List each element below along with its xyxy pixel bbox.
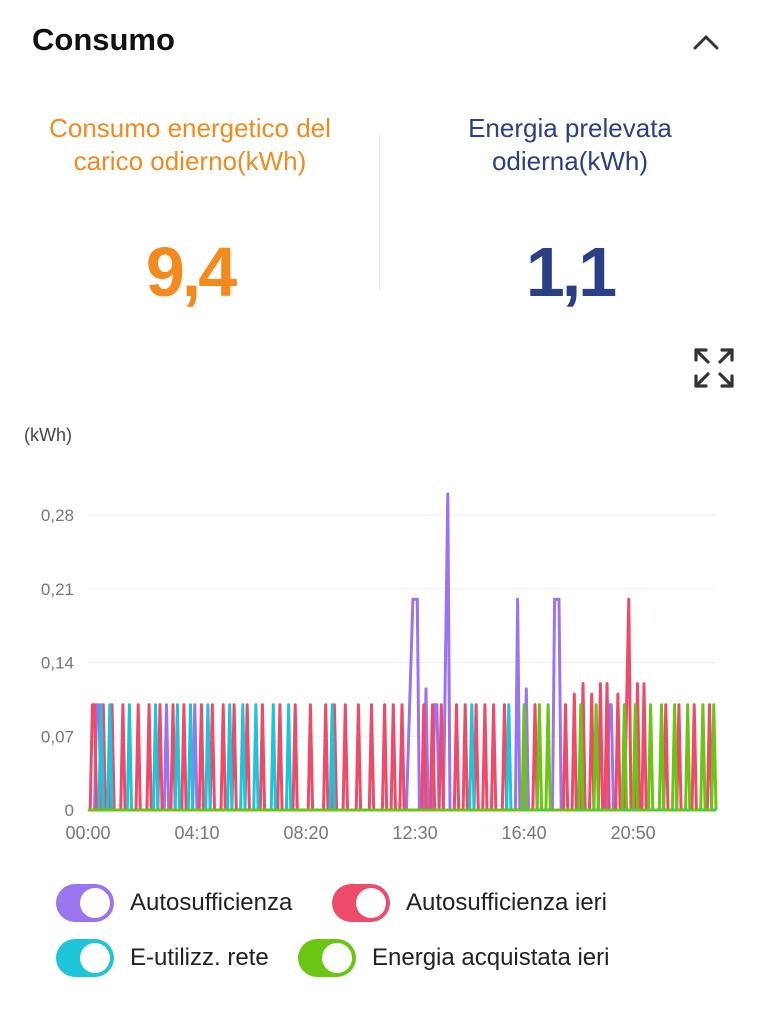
consumption-chart: (kWh) 0 0,07 0,14 0,21 0,28 00:00 04:10 08:20 12…	[24, 425, 718, 843]
series-line-e-utilizz-rete	[88, 703, 716, 812]
load-consumption-value: 9,4	[145, 233, 237, 311]
x-tick-label: 20:50	[611, 823, 656, 843]
legend-label: Energia acquistata ieri	[372, 944, 610, 971]
toggle-switch[interactable]	[332, 884, 390, 922]
x-tick-label: 16:40	[502, 823, 547, 843]
y-tick-label: 0,07	[41, 727, 74, 746]
x-tick-label: 00:00	[65, 823, 110, 843]
series-line-autosufficienza	[88, 492, 716, 812]
toggle-switch[interactable]	[298, 939, 356, 977]
legend-toggle-energia-acquistata-ieri[interactable]: Energia acquistata ieri	[298, 939, 609, 977]
expand-icon	[694, 348, 734, 388]
toggle-switch[interactable]	[56, 884, 114, 922]
chart-legend: Autosufficienza Autosufficienza ieri E-u…	[0, 880, 761, 1000]
chevron-up-icon	[693, 35, 719, 50]
grid-energy-value: 1,1	[525, 233, 617, 311]
load-consumption-label: Consumo energetico del carico odierno(kW…	[49, 113, 331, 176]
y-tick-label: 0	[65, 801, 74, 820]
legend-toggle-autosufficienza[interactable]: Autosufficienza	[56, 884, 292, 922]
load-consumption-stat: Consumo energetico del carico odierno(kW…	[30, 112, 350, 311]
toggle-switch[interactable]	[56, 939, 114, 977]
card-title: Consumo	[32, 22, 175, 57]
legend-toggle-autosufficienza-ieri[interactable]: Autosufficienza ieri	[332, 884, 607, 922]
series-line-energia-acquistata-ieri	[88, 703, 718, 812]
legend-toggle-e-utilizz-rete[interactable]: E-utilizz. rete	[56, 939, 269, 977]
grid-energy-stat: Energia prelevata odierna(kWh) 1,1	[410, 112, 730, 311]
card-header: Consumo	[0, 0, 761, 84]
stats-divider	[379, 135, 380, 290]
y-tick-label: 0,21	[41, 580, 74, 599]
y-axis-unit-label: (kWh)	[24, 425, 72, 445]
y-tick-label: 0,28	[41, 506, 74, 525]
legend-label: Autosufficienza	[130, 889, 293, 916]
x-tick-label: 08:20	[284, 823, 329, 843]
x-tick-label: 12:30	[393, 823, 438, 843]
legend-label: E-utilizz. rete	[130, 944, 269, 971]
y-tick-label: 0,14	[41, 654, 74, 673]
legend-label: Autosufficienza ieri	[406, 889, 607, 916]
x-tick-label: 04:10	[175, 823, 220, 843]
fullscreen-button[interactable]	[692, 346, 736, 390]
collapse-button[interactable]	[686, 22, 726, 62]
grid-energy-label: Energia prelevata odierna(kWh)	[468, 113, 672, 176]
